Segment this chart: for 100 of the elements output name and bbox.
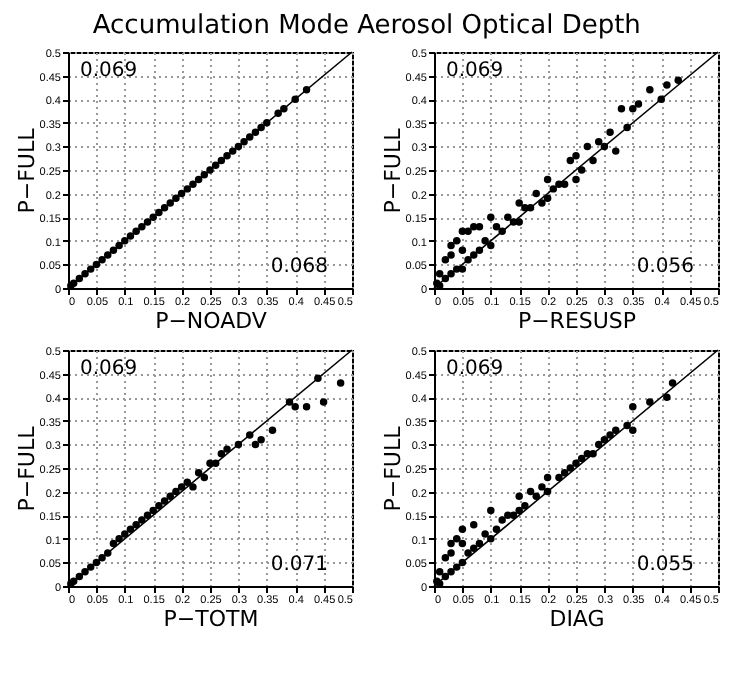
- point: [629, 402, 637, 411]
- point: [291, 95, 299, 103]
- point: [549, 185, 558, 193]
- y-axis-title: P−FULL: [13, 424, 40, 512]
- point: [121, 237, 129, 245]
- point: [285, 398, 294, 406]
- point: [663, 81, 671, 89]
- point: [177, 189, 186, 198]
- point: [268, 426, 277, 434]
- point: [86, 563, 95, 571]
- point: [206, 166, 214, 174]
- point: [470, 520, 478, 529]
- annotation: 0.068: [270, 256, 328, 278]
- point: [257, 435, 265, 444]
- point: [475, 246, 484, 254]
- point: [166, 199, 174, 207]
- point: [109, 539, 118, 548]
- point: [657, 95, 665, 103]
- point: [336, 379, 345, 387]
- point: [583, 142, 592, 151]
- point: [189, 180, 197, 188]
- point: [447, 251, 455, 259]
- point: [487, 241, 495, 250]
- point: [555, 473, 563, 482]
- point: [600, 435, 609, 444]
- point: [280, 104, 288, 113]
- point: [509, 511, 518, 519]
- x-axis-title: P−RESUSP: [517, 308, 637, 334]
- point: [521, 502, 529, 510]
- point: [183, 478, 192, 486]
- point: [543, 194, 552, 203]
- point: [566, 464, 575, 472]
- point: [612, 147, 620, 155]
- point: [600, 142, 609, 151]
- point: [475, 222, 484, 231]
- point: [452, 237, 461, 245]
- point: [504, 213, 512, 221]
- point: [319, 398, 328, 406]
- point: [81, 568, 89, 576]
- point: [194, 468, 203, 477]
- point: [487, 506, 495, 515]
- point: [492, 222, 501, 231]
- point: [217, 450, 226, 458]
- point: [98, 553, 106, 562]
- annotation: 0.071: [270, 554, 328, 576]
- point: [211, 161, 220, 170]
- point: [132, 520, 140, 529]
- point: [577, 166, 586, 174]
- point: [160, 204, 169, 212]
- point: [623, 421, 631, 430]
- point: [251, 440, 260, 449]
- point: [263, 119, 271, 127]
- point: [464, 227, 472, 236]
- point: [515, 506, 523, 515]
- point: [492, 525, 501, 534]
- annotation: 0.069: [80, 358, 138, 380]
- point: [447, 539, 455, 548]
- point: [149, 506, 157, 515]
- point: [543, 175, 552, 184]
- point: [606, 431, 614, 439]
- point: [109, 246, 118, 254]
- point: [291, 402, 299, 411]
- point: [646, 398, 654, 406]
- point: [121, 530, 129, 538]
- point: [441, 274, 450, 283]
- point: [509, 218, 518, 226]
- point: [532, 492, 540, 501]
- annotation: 0.055: [636, 554, 694, 576]
- point: [589, 450, 597, 458]
- point: [447, 568, 455, 576]
- point: [498, 227, 506, 236]
- point: [543, 487, 552, 496]
- point: [464, 255, 472, 264]
- point: [149, 213, 157, 221]
- point: [487, 213, 495, 221]
- point: [257, 123, 265, 132]
- point: [447, 549, 455, 557]
- point: [515, 218, 523, 226]
- point: [200, 170, 209, 179]
- point: [515, 492, 523, 501]
- point: [172, 194, 180, 203]
- point: [458, 525, 467, 534]
- point: [240, 137, 248, 146]
- y-axis-title: P−FULL: [379, 126, 406, 214]
- y-axis-title: P−FULL: [13, 126, 40, 214]
- point: [183, 185, 192, 193]
- point: [246, 431, 254, 439]
- point: [126, 232, 135, 240]
- x-axis-title: P−TOTM: [163, 606, 259, 632]
- point: [217, 156, 226, 165]
- point: [104, 549, 112, 557]
- point: [104, 251, 112, 259]
- point: [464, 549, 472, 557]
- point: [126, 525, 135, 534]
- point: [447, 270, 455, 278]
- y-axis-title: P−FULL: [379, 424, 406, 512]
- point: [481, 237, 489, 245]
- point: [92, 558, 101, 567]
- point: [634, 100, 643, 108]
- point: [302, 86, 311, 94]
